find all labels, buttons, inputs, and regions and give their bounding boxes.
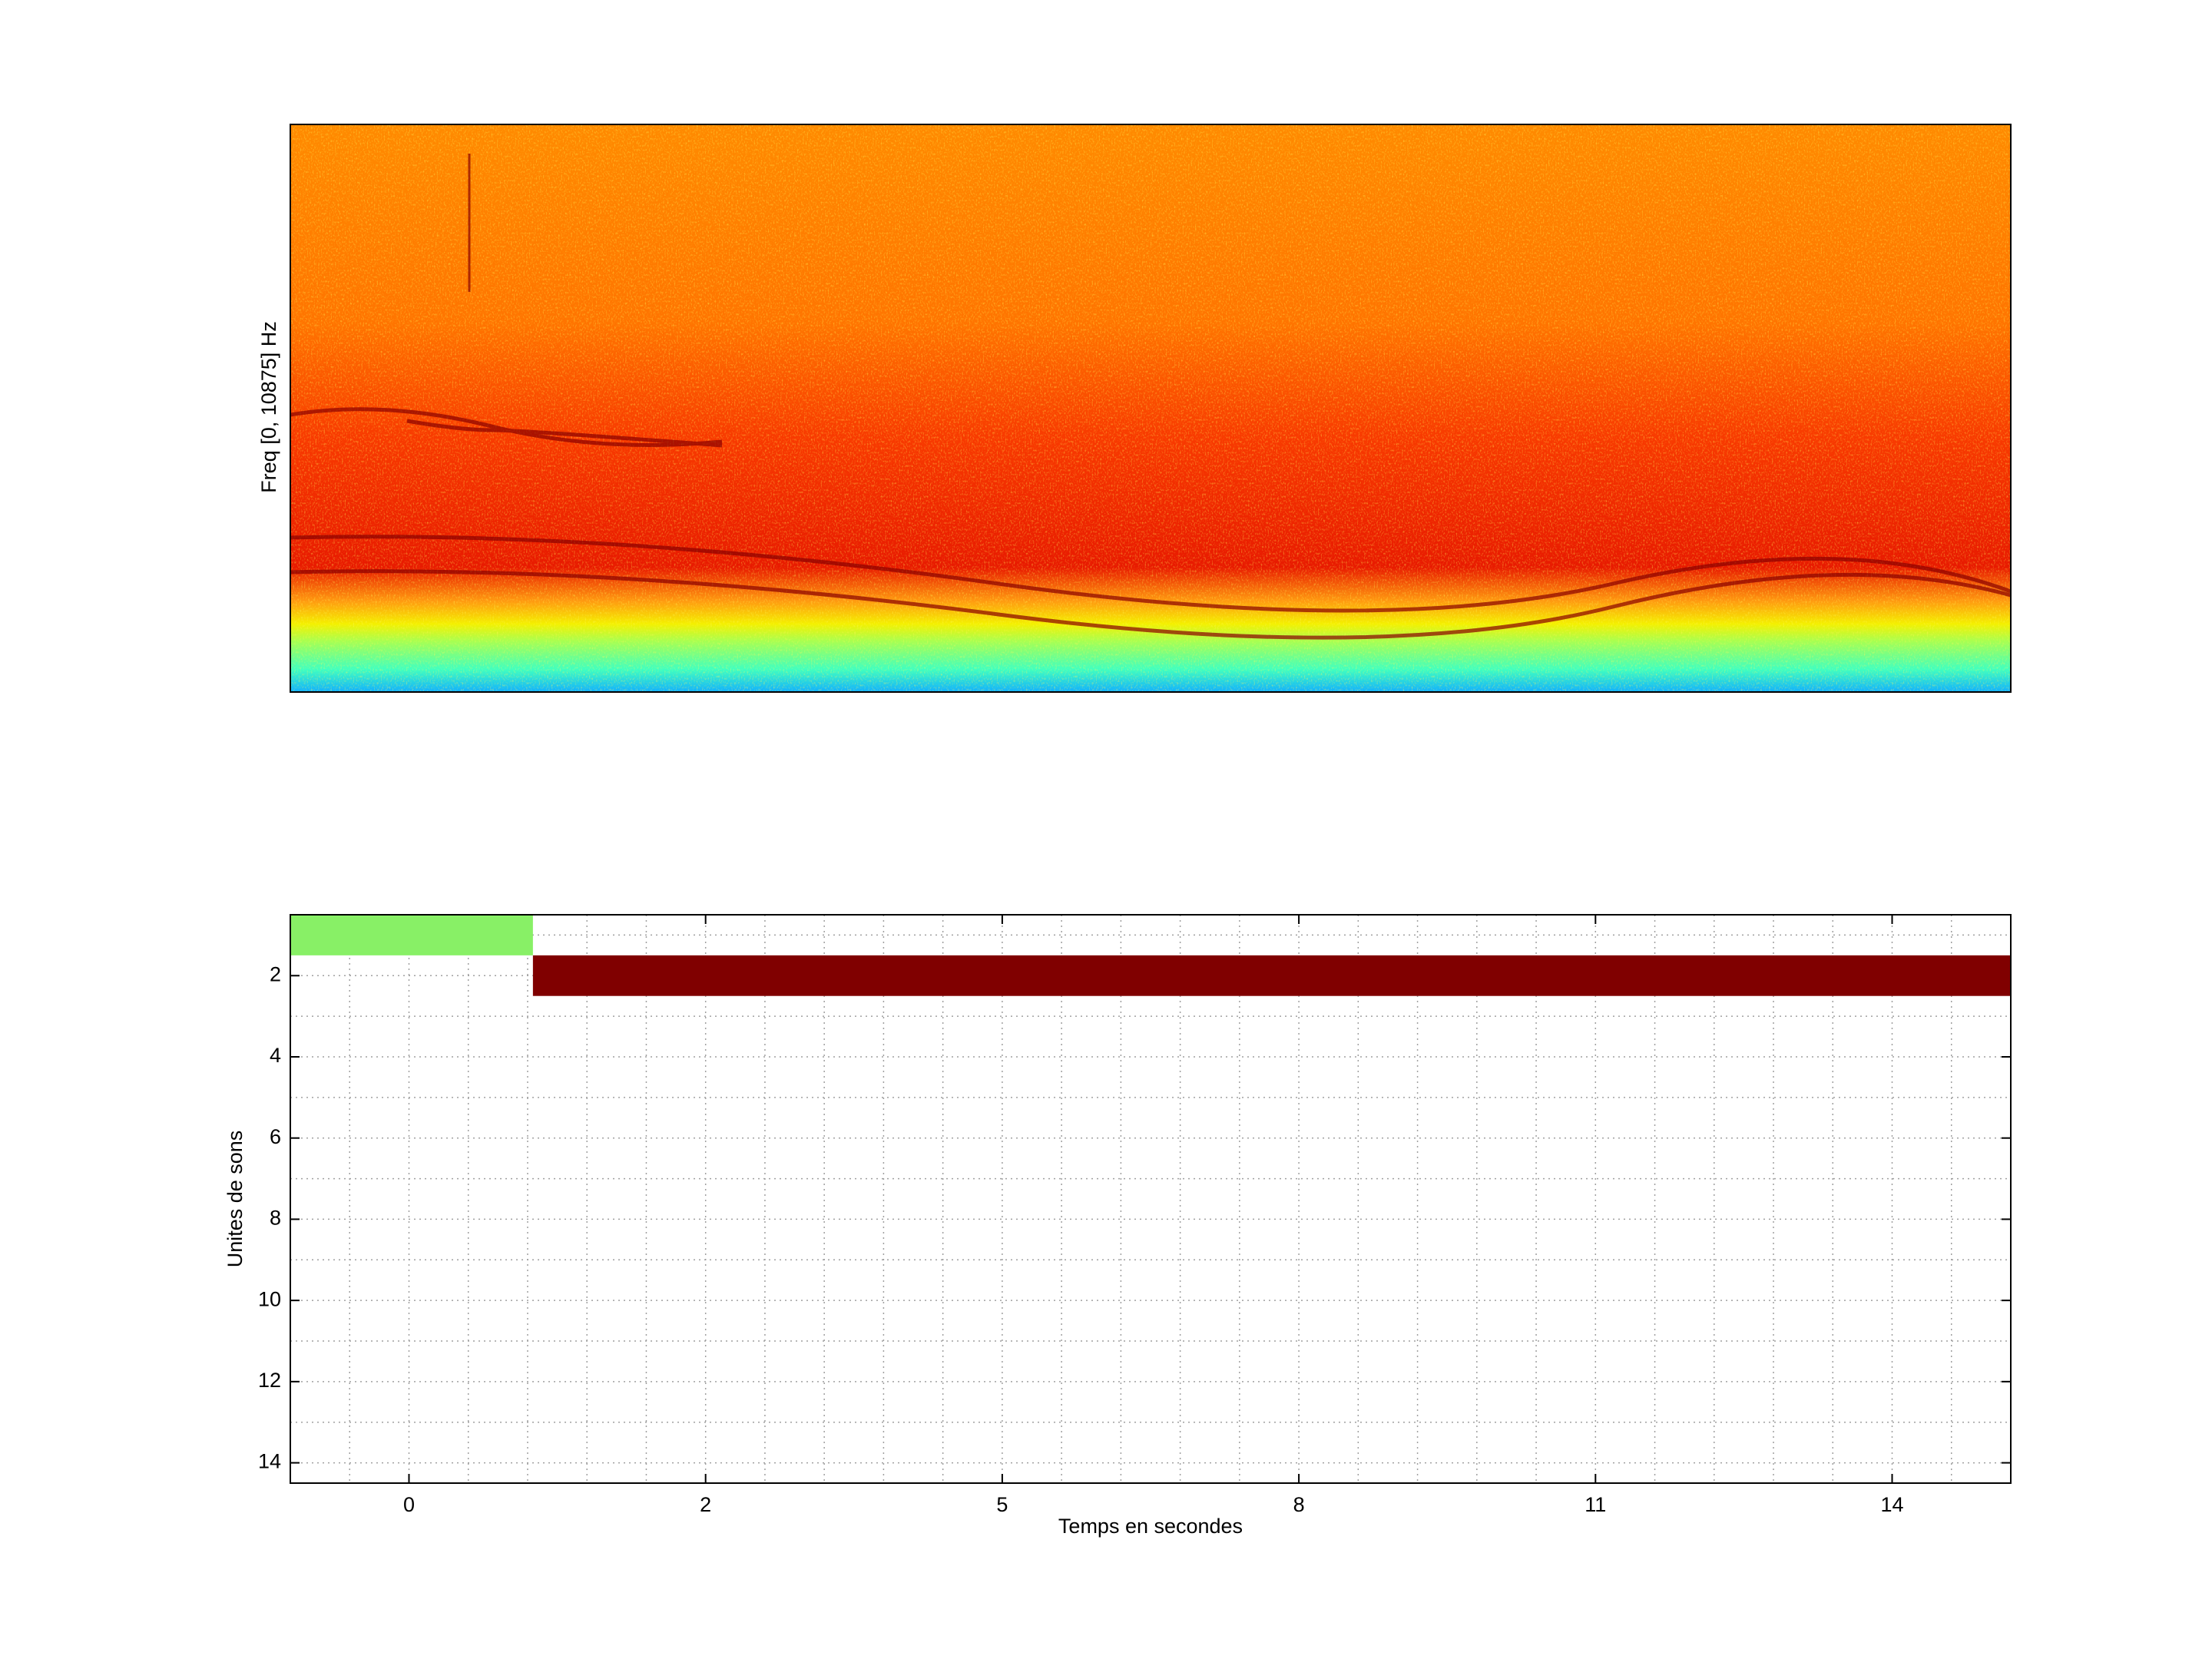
x-tick-label: 11 bbox=[1584, 1493, 1606, 1516]
y-tick-label: 4 bbox=[270, 1044, 281, 1067]
y-axis-label: Freq [0, 10875] Hz bbox=[257, 321, 280, 493]
y-tick-label: 12 bbox=[258, 1369, 281, 1392]
spectrogram-texture bbox=[290, 124, 2011, 692]
x-tick-label: 0 bbox=[403, 1493, 415, 1516]
x-tick-label: 14 bbox=[1880, 1493, 1903, 1516]
y-axis-label: Unites de sons bbox=[224, 1131, 247, 1268]
harmonics bbox=[290, 154, 2012, 640]
y-tick-label: 8 bbox=[270, 1207, 281, 1230]
axes-box bbox=[290, 124, 2012, 693]
segment bbox=[290, 915, 533, 955]
spectrogram-axes: Freq [0, 10875] Hz bbox=[257, 124, 2012, 693]
x-axis-label: Temps en secondes bbox=[1058, 1515, 1243, 1538]
segments-axes: 0 2 5 8 11 14 2 4 6 8 10 12 14 Temps en secondes Unite… bbox=[224, 914, 2012, 1538]
y-tick-label: 10 bbox=[258, 1287, 281, 1310]
y-tick-label: 14 bbox=[258, 1450, 281, 1473]
plot-area bbox=[290, 915, 2011, 1483]
x-tick-label: 2 bbox=[700, 1493, 711, 1516]
segment bbox=[532, 955, 2011, 996]
axes-box bbox=[290, 914, 2012, 1484]
y-tick-label: 6 bbox=[270, 1125, 281, 1148]
x-tick-label: 5 bbox=[996, 1493, 1008, 1516]
x-tick-label: 8 bbox=[1293, 1493, 1305, 1516]
y-tick-label: 2 bbox=[270, 962, 281, 985]
